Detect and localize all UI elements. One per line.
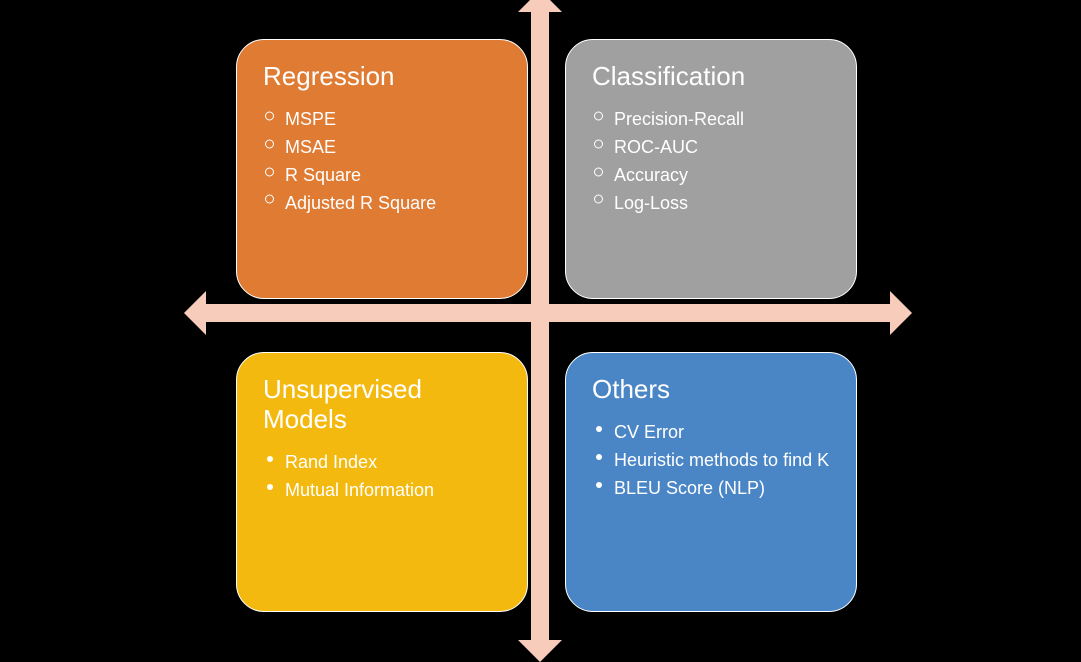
list-item: ROC-AUC <box>592 134 830 162</box>
arrow-left-icon <box>184 291 206 335</box>
quadrant-title: Regression <box>263 62 501 92</box>
quadrant-title: Others <box>592 375 830 405</box>
list-item: Accuracy <box>592 162 830 190</box>
list-item: Adjusted R Square <box>263 190 501 218</box>
list-item: Precision-Recall <box>592 106 830 134</box>
quadrant-others: Others CV Error Heuristic methods to fin… <box>565 352 857 612</box>
quadrant-list: CV Error Heuristic methods to find K BLE… <box>592 419 830 503</box>
quadrant-list: Precision-Recall ROC-AUC Accuracy Log-Lo… <box>592 106 830 218</box>
list-item: Mutual Information <box>263 477 501 505</box>
quadrant-regression: Regression MSPE MSAE R Square Adjusted R… <box>236 39 528 299</box>
list-item: Heuristic methods to find K <box>592 447 830 475</box>
list-item: BLEU Score (NLP) <box>592 475 830 503</box>
quadrant-list: MSPE MSAE R Square Adjusted R Square <box>263 106 501 218</box>
quadrant-unsupervised: Unsupervised Models Rand Index Mutual In… <box>236 352 528 612</box>
vertical-axis <box>531 12 549 640</box>
list-item: R Square <box>263 162 501 190</box>
list-item: Rand Index <box>263 449 501 477</box>
quadrant-title: Classification <box>592 62 830 92</box>
quadrant-list: Rand Index Mutual Information <box>263 449 501 505</box>
arrow-down-icon <box>518 640 562 662</box>
quadrant-classification: Classification Precision-Recall ROC-AUC … <box>565 39 857 299</box>
list-item: CV Error <box>592 419 830 447</box>
list-item: MSPE <box>263 106 501 134</box>
arrow-right-icon <box>890 291 912 335</box>
quadrant-title: Unsupervised Models <box>263 375 501 435</box>
diagram-canvas: Regression MSPE MSAE R Square Adjusted R… <box>0 0 1081 654</box>
list-item: MSAE <box>263 134 501 162</box>
arrow-up-icon <box>518 0 562 12</box>
list-item: Log-Loss <box>592 190 830 218</box>
